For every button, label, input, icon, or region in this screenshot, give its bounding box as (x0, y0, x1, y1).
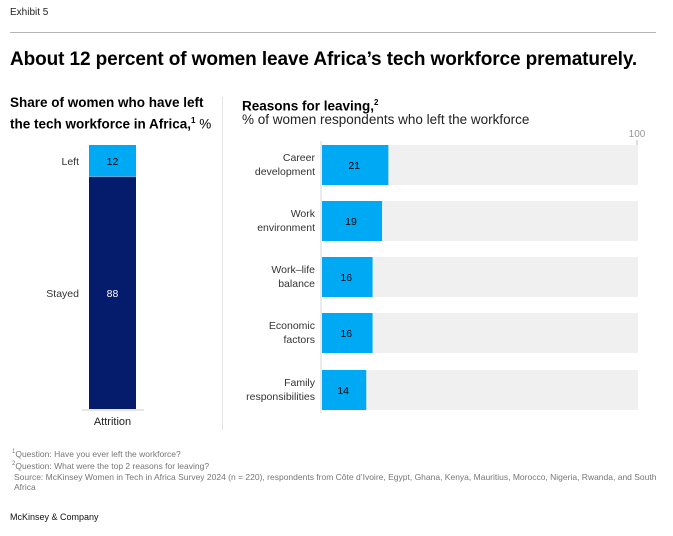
bar-category-label: Career (283, 152, 316, 164)
bar-track (322, 313, 638, 353)
bar-category-label: Work (291, 208, 316, 220)
footnotes: 1Question: Have you ever left the workfo… (12, 447, 662, 493)
top-divider (10, 32, 656, 33)
bar (322, 257, 373, 297)
bar-category-label: Work–life (271, 264, 315, 276)
bar (322, 313, 373, 353)
bar-track (322, 257, 638, 297)
source-note: Source: McKinsey Women in Tech in Africa… (14, 471, 657, 493)
axis-max-label: 100 (629, 129, 646, 140)
x-axis-category-label: Attrition (94, 416, 131, 428)
stack-category-label: Stayed (46, 288, 79, 300)
right-panel-subtitle: % of women respondents who left the work… (242, 112, 530, 127)
bar (322, 145, 389, 185)
footnote-2: 2Question: What were the top 2 reasons f… (12, 461, 210, 472)
left-panel-title: Share of women who have left the tech wo… (10, 94, 225, 134)
bar-value-label: 16 (340, 328, 352, 340)
bar-category-label: responsibilities (246, 391, 315, 403)
bar-category-label: environment (257, 222, 315, 234)
headline: About 12 percent of women leave Africa’s… (10, 49, 638, 70)
footnote-1: 1Question: Have you ever left the workfo… (12, 448, 181, 459)
chart-canvas: 12 Left 88 Stayed Attrition 100 21 Career develo… (46, 129, 646, 428)
stack-segment-stayed (89, 176, 136, 409)
stack-category-label: Left (61, 156, 79, 168)
stack-value-label: 12 (107, 156, 119, 168)
stack-segment-left (89, 145, 136, 177)
brand-logo-text: McKinsey & Company (10, 512, 99, 522)
left-title-text: Share of women who have left the tech wo… (10, 95, 204, 132)
bar (322, 201, 383, 241)
stack-value-label: 88 (107, 288, 119, 300)
bar-category-label: development (255, 166, 315, 178)
bar-category-label: balance (278, 278, 315, 290)
bar-value-label: 19 (345, 216, 357, 228)
exhibit-label: Exhibit 5 (10, 7, 49, 18)
panel-divider (222, 97, 223, 430)
bar-value-label: 14 (337, 385, 349, 397)
right-title-text: Reasons for leaving, (242, 98, 375, 114)
bar-category-label: Economic (269, 320, 315, 332)
bar-category-label: factors (283, 334, 315, 346)
bar-track (322, 370, 638, 410)
bar-value-label: 21 (348, 160, 360, 172)
left-title-unit: % (199, 116, 212, 132)
bar (322, 370, 367, 410)
right-title-footnote-ref: 2 (374, 98, 379, 107)
left-title-footnote-ref: 1 (191, 116, 196, 125)
bar-value-label: 16 (340, 272, 352, 284)
right-panel-title: Reasons for leaving,2 (242, 94, 662, 116)
bar-category-label: Family (284, 377, 316, 389)
